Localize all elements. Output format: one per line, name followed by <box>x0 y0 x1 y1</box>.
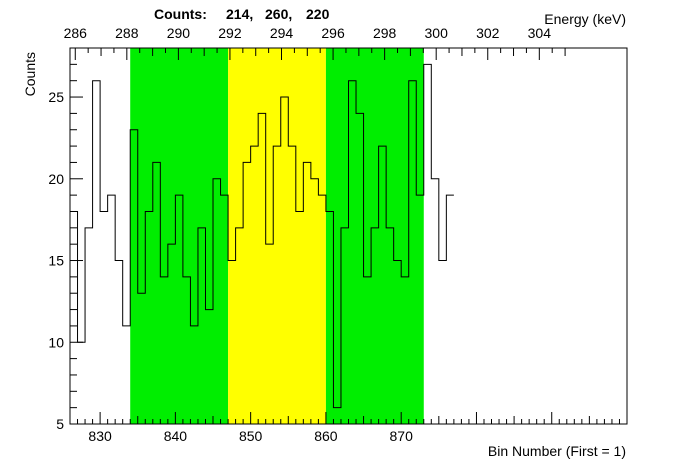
x-top-tick-label: 298 <box>373 25 397 41</box>
region-count-1: 214, <box>226 6 253 22</box>
region-band-3 <box>325 48 424 424</box>
x-bottom-tick-label: 850 <box>239 428 263 444</box>
region-count-3: 220 <box>306 6 330 22</box>
x-top-tick-label: 300 <box>425 25 449 41</box>
region-band-1 <box>130 48 229 424</box>
x-top-tick-label: 294 <box>270 25 294 41</box>
x-top-tick-label: 292 <box>218 25 242 41</box>
x-axis-top: 286 288 290 292 294 296 298 300 302 304 <box>64 25 566 60</box>
x-top-tick-label: 286 <box>64 25 88 41</box>
y-tick-label: 10 <box>48 334 64 350</box>
y-tick-label: 20 <box>48 171 64 187</box>
y-tick-label: 5 <box>56 416 64 432</box>
histogram-line <box>70 63 454 409</box>
x-bottom-tick-label: 840 <box>164 428 188 444</box>
x-bottom-tick-label: 870 <box>390 428 414 444</box>
x-axis-label-bottom: Bin Number (First = 1) <box>488 443 626 459</box>
region-bands <box>130 48 424 424</box>
counts-label: Counts: <box>154 6 207 22</box>
y-axis: 5 10 15 20 25 <box>48 47 83 432</box>
region-band-2 <box>228 48 326 424</box>
x-bottom-tick-label: 830 <box>88 428 112 444</box>
y-axis-label: Counts <box>22 52 38 96</box>
region-counts-header: Counts: 214, 260, 220 <box>154 6 330 22</box>
x-top-tick-label: 302 <box>476 25 500 41</box>
y-tick-label: 15 <box>48 253 64 269</box>
x-top-tick-label: 296 <box>321 25 345 41</box>
x-axis-label-top: Energy (keV) <box>544 11 626 27</box>
x-axis-bottom: 830 840 850 860 870 <box>69 412 628 444</box>
x-top-tick-label: 290 <box>167 25 191 41</box>
y-tick-label: 25 <box>48 89 64 105</box>
x-bottom-tick-label: 860 <box>314 428 338 444</box>
region-count-2: 260, <box>265 6 292 22</box>
x-top-tick-label: 304 <box>528 25 552 41</box>
x-top-tick-label: 288 <box>115 25 139 41</box>
